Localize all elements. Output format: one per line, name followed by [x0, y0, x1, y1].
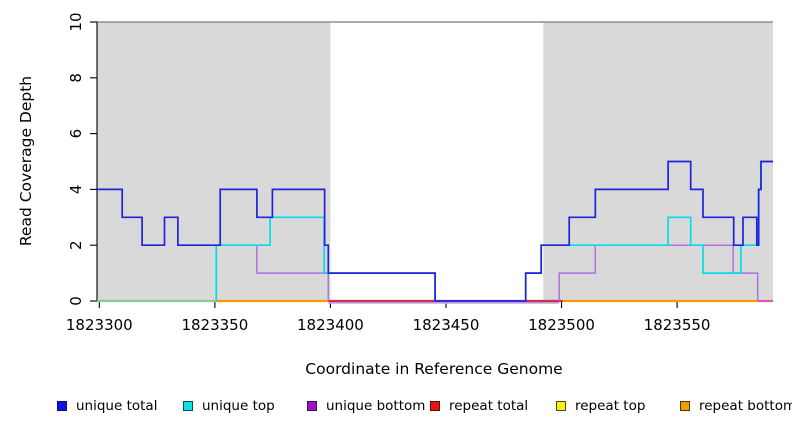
legend-label: repeat bottom: [699, 398, 792, 414]
x-tick-label: 1823550: [644, 316, 711, 334]
x-tick-label: 1823500: [528, 316, 595, 334]
legend-swatch-icon: [680, 401, 690, 411]
shaded-region: [97, 22, 331, 301]
y-axis-title: Read Coverage Depth: [17, 75, 35, 247]
legend-item: unique total: [57, 398, 157, 414]
legend: unique total unique top unique bottom repea…: [0, 398, 792, 422]
series-unique-total: [97, 160, 773, 302]
legend-label: unique total: [76, 398, 158, 414]
legend-label: unique top: [202, 398, 275, 414]
legend-swatch-icon: [430, 401, 440, 411]
x-axis-title: Coordinate in Reference Genome: [305, 360, 563, 378]
x-tick-label: 1823350: [181, 316, 248, 334]
legend-item: repeat bottom: [680, 398, 792, 414]
y-tick-label: 6: [67, 129, 85, 139]
y-tick-label: 4: [67, 185, 85, 195]
legend-item: unique bottom: [307, 398, 425, 414]
x-tick-label: 1823400: [297, 316, 364, 334]
legend-swatch-icon: [57, 401, 67, 411]
y-tick-label: 2: [67, 240, 85, 250]
legend-label: repeat top: [575, 398, 646, 414]
legend-item: repeat total: [430, 398, 528, 414]
legend-swatch-icon: [556, 401, 566, 411]
legend-swatch-icon: [307, 401, 317, 411]
legend-label: repeat total: [449, 398, 529, 414]
y-tick-label: 10: [67, 12, 85, 31]
legend-item: unique top: [183, 398, 275, 414]
legend-item: repeat top: [556, 398, 645, 414]
legend-swatch-icon: [183, 401, 193, 411]
x-tick-label: 1823300: [66, 316, 133, 334]
x-tick-label: 1823450: [413, 316, 480, 334]
y-tick-label: 8: [67, 73, 85, 83]
y-tick-label: 0: [67, 296, 85, 306]
legend-label: unique bottom: [326, 398, 426, 414]
shaded-region: [543, 22, 773, 301]
